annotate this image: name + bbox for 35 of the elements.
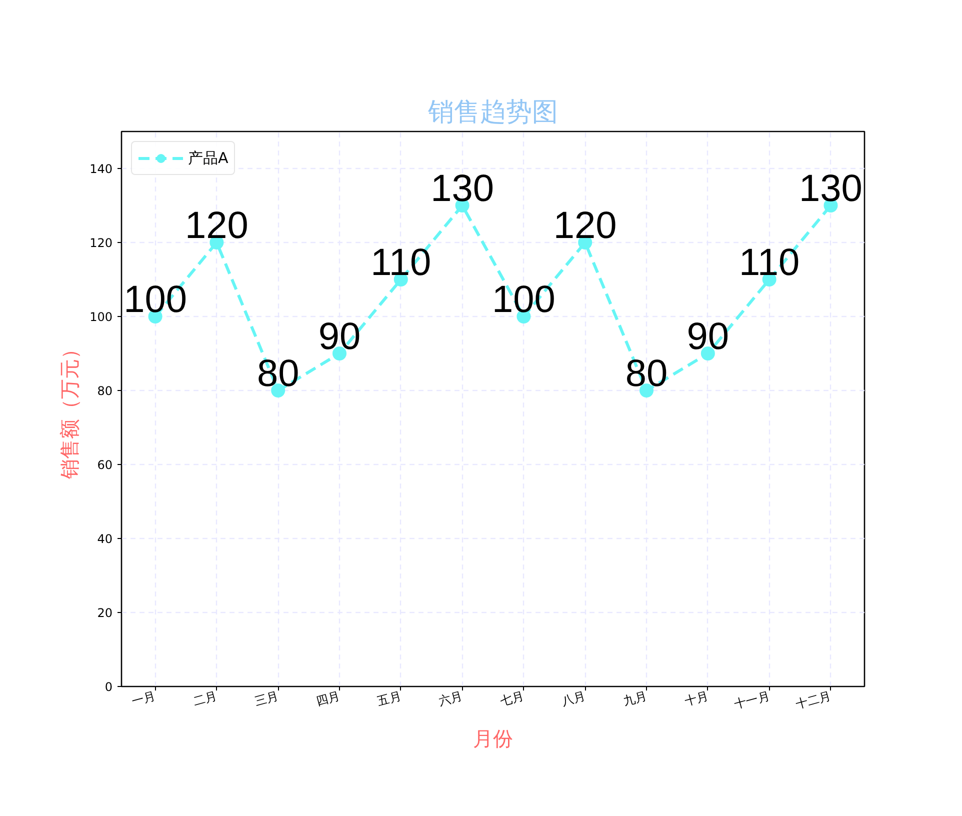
data-label: 110 — [739, 242, 800, 284]
y-tick-label: 60 — [97, 458, 113, 472]
x-tick-label: 十一月 — [732, 688, 772, 712]
x-tick-label: 八月 — [560, 688, 587, 708]
data-label: 90 — [318, 316, 361, 358]
x-tick-label: 六月 — [437, 688, 464, 708]
y-axis-title: 销售额（万元） — [58, 339, 82, 480]
data-label: 100 — [124, 279, 187, 321]
x-tick-label: 三月 — [253, 688, 280, 708]
x-tick-label: 五月 — [376, 688, 403, 708]
data-label: 90 — [686, 316, 730, 358]
chart-title: 销售趋势图 — [427, 98, 558, 128]
x-tick-label: 十月 — [682, 688, 710, 708]
y-tick-label: 120 — [90, 236, 112, 250]
data-label: 120 — [184, 205, 248, 247]
legend-label: 产品A — [188, 148, 228, 168]
y-tick-label: 140 — [90, 162, 112, 176]
x-tick-label: 七月 — [498, 688, 526, 708]
x-tick-label: 十二月 — [794, 688, 833, 712]
data-label: 80 — [625, 353, 668, 395]
y-tick-label: 40 — [97, 532, 113, 546]
data-label: 130 — [430, 168, 494, 210]
data-label: 120 — [553, 205, 617, 247]
y-tick-label: 80 — [97, 384, 113, 398]
x-tick-label: 九月 — [622, 688, 648, 708]
data-label: 80 — [256, 353, 300, 395]
y-tick-label: 0 — [104, 680, 113, 694]
x-axis-title: 月份 — [473, 726, 513, 750]
x-tick-label: 四月 — [314, 688, 342, 708]
x-tick-label: 一月 — [130, 688, 158, 708]
x-tick-label: 二月 — [192, 688, 218, 708]
data-label: 110 — [370, 242, 432, 284]
y-tick-label: 100 — [90, 310, 112, 324]
y-tick-label: 20 — [97, 606, 113, 620]
data-label: 130 — [799, 168, 862, 210]
